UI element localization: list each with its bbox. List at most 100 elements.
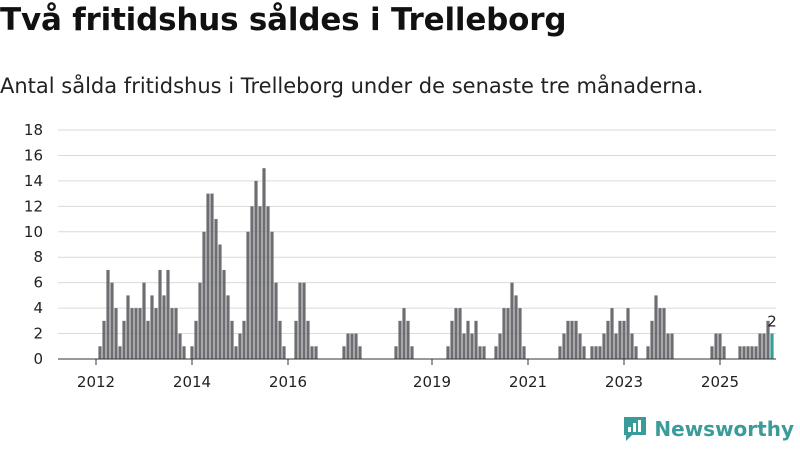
bar <box>710 346 714 359</box>
bar <box>670 333 674 359</box>
bar <box>478 346 482 359</box>
bar <box>722 346 726 359</box>
newsworthy-icon <box>624 417 647 441</box>
bar <box>310 346 314 359</box>
bar <box>262 168 266 359</box>
bar <box>398 320 402 359</box>
y-tick-label: 12 <box>24 197 43 215</box>
bar <box>594 346 598 359</box>
bar <box>202 231 206 359</box>
bar <box>130 308 134 359</box>
bar <box>194 320 198 359</box>
bar <box>154 308 158 359</box>
y-tick-label: 2 <box>33 325 43 343</box>
x-tick-label: 2019 <box>413 373 451 391</box>
bar <box>102 320 106 359</box>
bar <box>610 308 614 359</box>
bar <box>118 346 122 359</box>
bar <box>410 346 414 359</box>
bar <box>494 346 498 359</box>
bar <box>206 193 210 359</box>
bar <box>602 333 606 359</box>
bar <box>654 295 658 359</box>
bar <box>214 219 218 359</box>
bar <box>222 269 226 359</box>
bar <box>166 269 170 359</box>
brand-name: Newsworthy <box>654 417 794 441</box>
bar <box>718 333 722 359</box>
bar <box>578 333 582 359</box>
bar <box>238 333 242 359</box>
bar <box>182 346 186 359</box>
bar <box>134 308 138 359</box>
bar <box>302 282 306 359</box>
bar <box>742 346 746 359</box>
bar <box>562 333 566 359</box>
bar <box>522 346 526 359</box>
bar <box>162 295 166 359</box>
bar <box>510 282 514 359</box>
bar <box>126 295 130 359</box>
bar <box>498 333 502 359</box>
bar <box>146 320 150 359</box>
bar <box>658 308 662 359</box>
bar <box>314 346 318 359</box>
y-tick-label: 14 <box>24 172 43 190</box>
highlight-bar <box>770 333 774 359</box>
bar <box>346 333 350 359</box>
bar <box>762 333 766 359</box>
bar <box>210 193 214 359</box>
bar <box>294 320 298 359</box>
bar <box>466 320 470 359</box>
bar <box>558 346 562 359</box>
bar <box>474 320 478 359</box>
bar <box>170 308 174 359</box>
bar <box>306 320 310 359</box>
bar <box>754 346 758 359</box>
bar <box>462 333 466 359</box>
y-tick-label: 0 <box>33 350 43 368</box>
bar <box>714 333 718 359</box>
bar <box>298 282 302 359</box>
bar <box>614 333 618 359</box>
chart-subtitle: Antal sålda fritidshus i Trelleborg unde… <box>0 74 704 98</box>
bar <box>506 308 510 359</box>
bar <box>598 346 602 359</box>
bar <box>178 333 182 359</box>
bar <box>342 346 346 359</box>
x-tick-label: 2025 <box>701 373 739 391</box>
bar <box>254 180 258 359</box>
bar <box>142 282 146 359</box>
bar <box>406 320 410 359</box>
bar <box>278 320 282 359</box>
bar <box>566 320 570 359</box>
bar <box>582 346 586 359</box>
bar <box>758 333 762 359</box>
bar <box>350 333 354 359</box>
bar <box>242 320 246 359</box>
bar <box>246 231 250 359</box>
bar <box>110 282 114 359</box>
bar <box>446 346 450 359</box>
bar <box>738 346 742 359</box>
x-tick-label: 2021 <box>509 373 547 391</box>
bar <box>618 320 622 359</box>
bar <box>158 269 162 359</box>
bar <box>470 333 474 359</box>
bar <box>454 308 458 359</box>
x-tick-label: 2016 <box>269 373 307 391</box>
bar <box>590 346 594 359</box>
y-tick-label: 6 <box>33 274 43 292</box>
bar <box>174 308 178 359</box>
bar <box>518 308 522 359</box>
bar <box>482 346 486 359</box>
bar <box>750 346 754 359</box>
bar <box>402 308 406 359</box>
bar <box>282 346 286 359</box>
chart-title: Två fritidshus såldes i Trelleborg <box>0 2 567 38</box>
bar <box>258 206 262 359</box>
bar <box>666 333 670 359</box>
bar <box>354 333 358 359</box>
y-tick-label: 18 <box>24 121 43 139</box>
bar <box>646 346 650 359</box>
